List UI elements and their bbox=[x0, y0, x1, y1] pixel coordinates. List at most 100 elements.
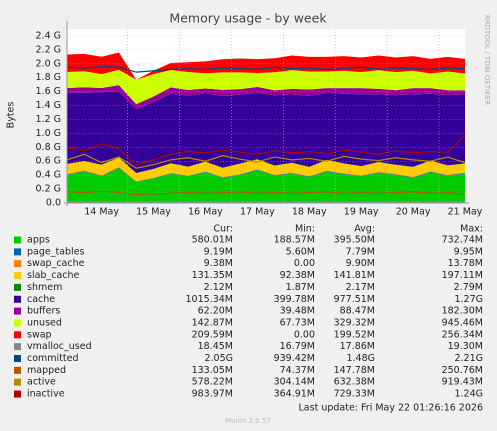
legend-stat: 2.21G bbox=[454, 353, 483, 364]
legend-swatch bbox=[14, 378, 21, 386]
legend-swatch bbox=[14, 272, 21, 280]
legend-stat: 92.38M bbox=[280, 270, 315, 281]
x-tick-label: 19 May bbox=[344, 207, 379, 218]
legend-stat: 395.50M bbox=[334, 235, 375, 246]
legend-stat: 729.33M bbox=[334, 389, 375, 400]
y-tick-label: 0.8 G bbox=[36, 142, 62, 153]
legend-stat: 142.87M bbox=[192, 317, 233, 328]
legend-stat: 2.05G bbox=[204, 353, 233, 364]
y-tick-label: 0.0 bbox=[46, 198, 61, 209]
line bbox=[66, 153, 466, 169]
x-tick-label: 17 May bbox=[240, 207, 275, 218]
y-tick-label: 1.8 G bbox=[36, 72, 62, 83]
legend-stat: 399.78M bbox=[274, 294, 315, 305]
legend-stat: 2.79M bbox=[454, 282, 483, 293]
legend-stat: 133.05M bbox=[192, 365, 233, 376]
legend-stat: 13.78M bbox=[448, 258, 483, 269]
area bbox=[67, 157, 465, 182]
y-axis-label: Bytes bbox=[6, 102, 17, 129]
legend-label: inactive bbox=[27, 389, 65, 400]
legend-label: swap_cache bbox=[27, 258, 85, 269]
legend-label: mapped bbox=[27, 365, 66, 376]
x-tick-label: 21 May bbox=[448, 207, 483, 218]
legend-label: swap bbox=[27, 329, 52, 340]
legend-stat: 732.74M bbox=[442, 235, 483, 246]
area bbox=[67, 85, 465, 109]
area bbox=[67, 52, 465, 80]
legend-label: page_tables bbox=[27, 246, 85, 257]
legend-stat: 2.17M bbox=[346, 282, 375, 293]
y-tick-label: 2.0 G bbox=[36, 58, 62, 69]
area bbox=[67, 91, 465, 174]
legend-stat: 9.90M bbox=[346, 258, 375, 269]
legend-swatch bbox=[14, 260, 21, 268]
legend-stat: 919.43M bbox=[442, 377, 483, 388]
legend-label: committed bbox=[27, 353, 79, 364]
legend-label: slab_cache bbox=[27, 270, 79, 281]
legend-stat: 5.60M bbox=[286, 246, 315, 257]
legend-stat: 7.79M bbox=[346, 246, 375, 257]
x-tick-label: 14 May bbox=[84, 207, 119, 218]
legend-swatch bbox=[14, 283, 21, 291]
legend-stat: 19.30M bbox=[448, 341, 483, 352]
legend-stat: 304.14M bbox=[274, 377, 315, 388]
legend-swatch bbox=[14, 366, 21, 374]
legend-swatch bbox=[14, 248, 21, 256]
legend-stat: 1015.34M bbox=[186, 294, 233, 305]
legend-stat: 9.38M bbox=[204, 258, 233, 269]
legend-stat: 9.95M bbox=[454, 246, 483, 257]
y-tick-label: 0.6 G bbox=[36, 156, 62, 167]
legend-stat: 182.30M bbox=[442, 306, 483, 317]
line bbox=[66, 65, 466, 73]
y-tick-label: 2.2 G bbox=[36, 44, 62, 55]
y-tick-label: 1.4 G bbox=[36, 100, 62, 111]
legend-stat: 18.45M bbox=[198, 341, 233, 352]
legend-stat: 0.00 bbox=[294, 329, 315, 340]
legend-stat: 364.91M bbox=[274, 389, 315, 400]
legend-header: Min: bbox=[295, 224, 315, 235]
y-tick-label: 0.2 G bbox=[36, 184, 62, 195]
legend-stat: 0.00 bbox=[294, 258, 315, 269]
legend-swatch bbox=[14, 343, 21, 351]
legend-swatch bbox=[14, 307, 21, 315]
legend-stat: 578.22M bbox=[192, 377, 233, 388]
legend-label: active bbox=[27, 377, 56, 388]
legend-stat: 188.57M bbox=[274, 235, 315, 246]
y-tick-label: 0.4 G bbox=[36, 170, 62, 181]
legend-label: apps bbox=[27, 235, 50, 246]
x-tick-label: 18 May bbox=[292, 207, 327, 218]
y-tick-label: 1.0 G bbox=[36, 128, 62, 139]
y-tick-label: 1.2 G bbox=[36, 114, 62, 125]
legend-stat: 147.78M bbox=[334, 365, 375, 376]
legend-stat: 9.19M bbox=[204, 246, 233, 257]
legend-header: Avg: bbox=[354, 224, 375, 235]
legend-header: Max: bbox=[460, 224, 483, 235]
legend-stat: 580.01M bbox=[192, 235, 233, 246]
x-tick-label: 15 May bbox=[136, 207, 171, 218]
legend-label: unused bbox=[27, 317, 62, 328]
footer: Munin 2.0.57 bbox=[225, 417, 271, 425]
legend-swatch bbox=[14, 295, 21, 303]
legend-stat: 88.47M bbox=[340, 306, 375, 317]
line bbox=[66, 190, 466, 196]
area bbox=[67, 69, 465, 105]
legend-stat: 131.35M bbox=[192, 270, 233, 281]
side-label: RRDTOOL / TOBI OETIKER bbox=[483, 15, 491, 105]
legend-stat: 256.34M bbox=[442, 329, 483, 340]
legend-stat: 632.38M bbox=[334, 377, 375, 388]
legend-swatch bbox=[14, 331, 21, 339]
legend-stat: 197.11M bbox=[442, 270, 483, 281]
legend-swatch bbox=[14, 355, 21, 362]
legend-stat: 1.48G bbox=[346, 353, 375, 364]
legend-stat: 74.37M bbox=[280, 365, 315, 376]
legend-stat: 250.76M bbox=[442, 365, 483, 376]
area bbox=[67, 168, 465, 203]
legend-stat: 17.86M bbox=[340, 341, 375, 352]
legend-header: Cur: bbox=[213, 224, 233, 235]
legend-stat: 1.24G bbox=[454, 389, 483, 400]
legend-stat: 329.32M bbox=[334, 317, 375, 328]
chart-title: Memory usage - by week bbox=[169, 11, 327, 26]
legend-swatch bbox=[14, 390, 21, 398]
